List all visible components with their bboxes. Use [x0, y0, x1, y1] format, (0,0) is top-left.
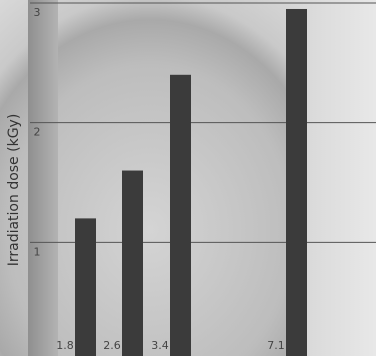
x-tick-label: 7.1: [267, 339, 285, 352]
y-tick-label: 1: [34, 245, 41, 258]
y-tick-label: 2: [34, 126, 41, 139]
bar: [122, 171, 143, 356]
bar: [286, 9, 307, 356]
y-axis-label: Irradiation dose (kGy): [6, 114, 22, 267]
y-tick-label: 3: [34, 6, 41, 19]
chart-background: Irradiation dose (kGy) 1 2 3 1.8 2.6 3.4 7.1: [0, 0, 376, 356]
x-tick-label: 3.4: [151, 339, 169, 352]
x-tick-label: 2.6: [103, 339, 121, 352]
chart: Irradiation dose (kGy) 1 2 3 1.8 2.6 3.4 7.1: [0, 0, 376, 356]
x-tick-label: 1.8: [56, 339, 74, 352]
bar: [75, 218, 96, 356]
bar: [170, 75, 191, 356]
